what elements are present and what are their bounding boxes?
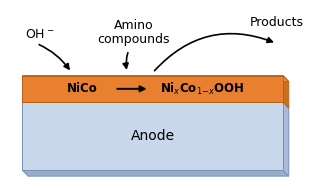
- Text: NiCo: NiCo: [67, 82, 98, 95]
- Polygon shape: [22, 170, 289, 176]
- Text: Ni$_x$Co$_{1\mathsf{-}x}$OOH: Ni$_x$Co$_{1\mathsf{-}x}$OOH: [160, 81, 244, 97]
- Text: Products: Products: [250, 16, 304, 29]
- Polygon shape: [22, 102, 283, 170]
- Polygon shape: [22, 76, 289, 82]
- Polygon shape: [283, 102, 289, 176]
- Polygon shape: [283, 76, 289, 108]
- Text: OH$^-$: OH$^-$: [25, 28, 55, 40]
- Text: Amino
compounds: Amino compounds: [97, 19, 170, 46]
- Polygon shape: [22, 76, 283, 102]
- Text: Anode: Anode: [131, 129, 175, 143]
